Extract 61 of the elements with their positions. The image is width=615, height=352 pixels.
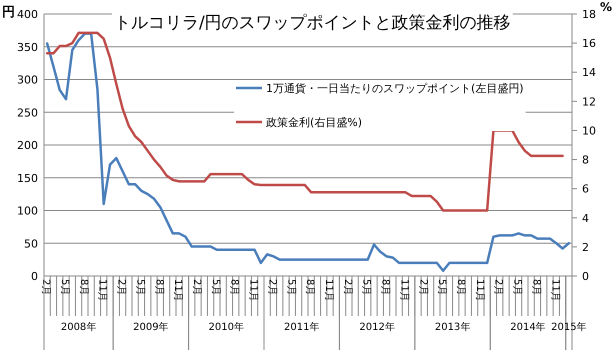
text: 2013年 bbox=[434, 321, 470, 333]
x-tick-label: 8月 bbox=[304, 279, 316, 296]
x-tick-label: 8月 bbox=[78, 279, 89, 296]
x-tick-label: 5月 bbox=[436, 279, 448, 296]
y2-tick-label: 10 bbox=[582, 124, 596, 138]
x-tick-label: 5月 bbox=[512, 279, 523, 296]
x-tick-label: 11月 bbox=[248, 279, 259, 302]
x-tick-label: 11月 bbox=[172, 279, 184, 302]
y-tick-label: 300 bbox=[17, 74, 38, 86]
line-series bbox=[46, 32, 570, 272]
x-tick-label: 11月 bbox=[398, 279, 410, 302]
y2-tick-label: 0 bbox=[582, 270, 589, 283]
y-tick-label: 350 bbox=[17, 40, 38, 54]
x-tick-label: 11月 bbox=[549, 279, 560, 302]
y2-tick-label: 2 bbox=[582, 240, 589, 254]
x-tick-label: 8月 bbox=[153, 279, 164, 296]
x-tick-label: 8月 bbox=[380, 279, 391, 296]
x-tick-label: 5月 bbox=[360, 279, 372, 296]
y2-tick-label: 12 bbox=[582, 95, 596, 108]
x-tick-label: 2月 bbox=[342, 279, 353, 296]
text: 2008年 bbox=[60, 321, 96, 333]
y-tick-label: 0 bbox=[31, 270, 38, 283]
text: 2014年 bbox=[510, 321, 546, 333]
y-axis-title: 円 bbox=[2, 5, 15, 20]
x-tick-label: 11月 bbox=[474, 279, 485, 302]
y-tick-label: 100 bbox=[17, 204, 38, 218]
chart-title: トルコリラ/円のスワップポイントと政策金利の推移 bbox=[114, 13, 511, 33]
x-tick-label: 11月 bbox=[96, 279, 108, 302]
x-tick-label: 8月 bbox=[530, 279, 542, 296]
y-tick-label: 150 bbox=[17, 172, 38, 185]
x-tick-label: 2月 bbox=[417, 279, 428, 296]
text: 2011年 bbox=[284, 321, 320, 333]
y-tick-label: 400 bbox=[17, 8, 38, 21]
legend-label: 1万通貨・一日当たりのスワップポイント(左目盛円) bbox=[266, 82, 524, 95]
x-tick-label: 8月 bbox=[455, 279, 466, 296]
x-tick-label: 8月 bbox=[228, 279, 240, 296]
x-tick-label: 2月 bbox=[191, 279, 202, 296]
x-tick-label: 2月 bbox=[266, 279, 278, 296]
x-tick-label: 2月 bbox=[116, 279, 127, 296]
text: 2009年 bbox=[133, 321, 169, 333]
text: 2010年 bbox=[208, 321, 244, 333]
y-tick-label: 200 bbox=[17, 139, 38, 152]
y2-tick-label: 8 bbox=[582, 154, 589, 167]
y2-tick-label: 16 bbox=[582, 37, 596, 50]
x-tick-label: 5月 bbox=[134, 279, 146, 296]
legend-label: 政策金利(右目盛%) bbox=[266, 116, 362, 129]
y2-tick-label: 6 bbox=[582, 182, 589, 196]
y2-axis-title: % bbox=[600, 0, 612, 14]
y-tick-label: 250 bbox=[17, 106, 38, 120]
y2-tick-label: 18 bbox=[582, 8, 596, 21]
x-tick-label: 5月 bbox=[59, 279, 70, 296]
text: 2015年 bbox=[551, 321, 587, 333]
y-tick-label: 50 bbox=[24, 237, 38, 250]
x-tick-label: 2月 bbox=[492, 279, 504, 296]
x-tick-label: 5月 bbox=[285, 279, 296, 296]
line-series bbox=[46, 32, 564, 212]
text: 2012年 bbox=[359, 321, 395, 333]
x-tick-label: 11月 bbox=[323, 279, 334, 302]
x-tick-label: 5月 bbox=[210, 279, 221, 296]
y2-tick-label: 4 bbox=[582, 212, 589, 225]
y2-tick-label: 14 bbox=[582, 66, 596, 80]
